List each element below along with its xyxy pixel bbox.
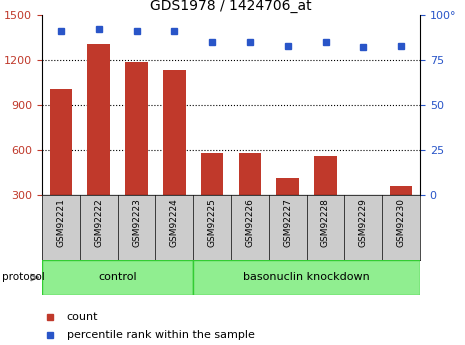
Bar: [314, 156, 337, 240]
Bar: [193, 260, 420, 295]
Bar: [390, 186, 412, 240]
Bar: [276, 178, 299, 240]
Text: GSM92229: GSM92229: [359, 198, 368, 247]
Text: control: control: [98, 273, 137, 283]
Text: count: count: [66, 312, 98, 322]
Text: GSM92227: GSM92227: [283, 198, 292, 247]
Bar: [87, 44, 110, 240]
Text: protocol: protocol: [2, 273, 45, 283]
Bar: [201, 153, 224, 240]
Text: GSM92222: GSM92222: [94, 198, 103, 247]
Title: GDS1978 / 1424706_at: GDS1978 / 1424706_at: [150, 0, 312, 12]
Text: GSM92230: GSM92230: [397, 198, 405, 247]
Bar: [352, 195, 375, 240]
Bar: [125, 62, 148, 240]
Text: GSM92228: GSM92228: [321, 198, 330, 247]
Text: GSM92223: GSM92223: [132, 198, 141, 247]
Text: GSM92221: GSM92221: [56, 198, 66, 247]
Bar: [42, 260, 193, 295]
Bar: [239, 153, 261, 240]
Text: basonuclin knockdown: basonuclin knockdown: [243, 273, 370, 283]
Text: GSM92224: GSM92224: [170, 198, 179, 247]
Bar: [50, 89, 72, 240]
Text: GSM92226: GSM92226: [246, 198, 254, 247]
Text: percentile rank within the sample: percentile rank within the sample: [66, 331, 254, 340]
Text: GSM92225: GSM92225: [207, 198, 217, 247]
Bar: [163, 70, 186, 240]
